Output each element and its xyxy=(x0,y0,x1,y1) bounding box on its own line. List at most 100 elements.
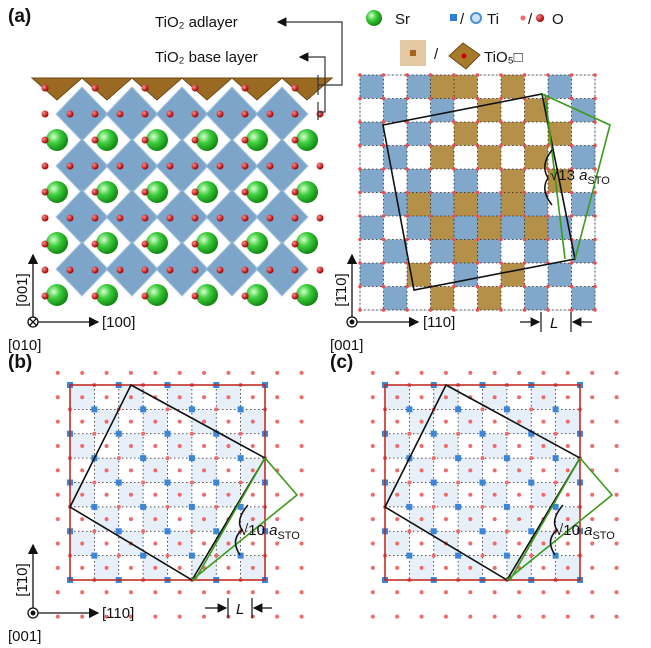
o xyxy=(444,566,448,570)
legend-text: / xyxy=(460,11,465,28)
o xyxy=(178,420,182,424)
o xyxy=(476,308,480,312)
legend-text: / xyxy=(528,11,533,28)
o xyxy=(292,293,299,300)
o xyxy=(615,468,619,472)
o xyxy=(80,615,84,619)
o xyxy=(178,371,182,375)
o xyxy=(226,444,230,448)
o xyxy=(546,191,550,195)
legend-tio5 xyxy=(410,50,416,56)
o xyxy=(429,97,433,101)
o xyxy=(358,167,362,171)
o xyxy=(452,238,456,242)
o xyxy=(178,493,182,497)
legend-o xyxy=(462,54,467,59)
o xyxy=(529,554,533,558)
o xyxy=(395,420,399,424)
o xyxy=(42,111,49,118)
o xyxy=(405,308,409,312)
figure: (a) TiO₂ adlayer TiO₂ base layer [001] [… xyxy=(0,0,651,648)
o xyxy=(251,371,255,375)
o xyxy=(405,97,409,101)
o xyxy=(105,468,109,472)
sr xyxy=(146,232,168,254)
legend-text: TiO₅□ xyxy=(484,49,523,66)
o xyxy=(493,395,497,399)
o xyxy=(541,493,545,497)
o xyxy=(432,456,436,460)
o xyxy=(570,73,574,77)
o xyxy=(546,73,550,77)
o xyxy=(275,493,279,497)
o xyxy=(523,144,527,148)
o xyxy=(153,541,157,545)
o xyxy=(129,590,133,594)
o xyxy=(554,481,558,485)
o xyxy=(566,590,570,594)
o xyxy=(493,468,497,472)
o xyxy=(593,97,597,101)
ti xyxy=(165,480,171,486)
o xyxy=(468,493,472,497)
o xyxy=(275,420,279,424)
legend-ti xyxy=(450,14,457,21)
tio6 xyxy=(407,122,431,146)
tio5 xyxy=(478,287,502,311)
o xyxy=(493,493,497,497)
o xyxy=(566,566,570,570)
o xyxy=(523,261,527,265)
o xyxy=(523,238,527,242)
o xyxy=(190,529,194,533)
o xyxy=(275,395,279,399)
o xyxy=(499,214,503,218)
o xyxy=(493,615,497,619)
ti xyxy=(528,528,534,534)
panel-label: (c) xyxy=(330,352,353,373)
o xyxy=(432,554,436,558)
sr xyxy=(46,129,68,151)
o xyxy=(153,493,157,497)
o xyxy=(166,407,170,411)
o xyxy=(142,267,149,274)
o xyxy=(142,189,149,196)
o xyxy=(570,261,574,265)
o xyxy=(358,214,362,218)
o xyxy=(590,493,594,497)
o xyxy=(405,214,409,218)
o xyxy=(529,505,533,509)
o xyxy=(590,444,594,448)
o xyxy=(405,144,409,148)
o xyxy=(56,395,60,399)
ti xyxy=(116,480,122,486)
o xyxy=(192,111,199,118)
o xyxy=(267,267,274,274)
sr xyxy=(96,232,118,254)
o xyxy=(420,493,424,497)
o xyxy=(129,468,133,472)
o xyxy=(499,191,503,195)
o xyxy=(166,456,170,460)
o xyxy=(593,285,597,289)
tio6 xyxy=(407,169,431,193)
o xyxy=(226,395,230,399)
o xyxy=(615,395,619,399)
o xyxy=(142,163,149,170)
tio6 xyxy=(407,216,431,240)
o xyxy=(153,468,157,472)
ti xyxy=(480,528,486,534)
o xyxy=(517,541,521,545)
o xyxy=(202,468,206,472)
o xyxy=(420,420,424,424)
tio6 xyxy=(431,99,455,123)
o xyxy=(541,615,545,619)
o xyxy=(382,191,386,195)
o xyxy=(468,444,472,448)
tio5 xyxy=(454,122,478,146)
ti xyxy=(189,504,195,510)
o xyxy=(190,481,194,485)
tio5 xyxy=(431,216,455,240)
ti xyxy=(189,406,195,412)
ti xyxy=(431,431,437,437)
o xyxy=(541,420,545,424)
